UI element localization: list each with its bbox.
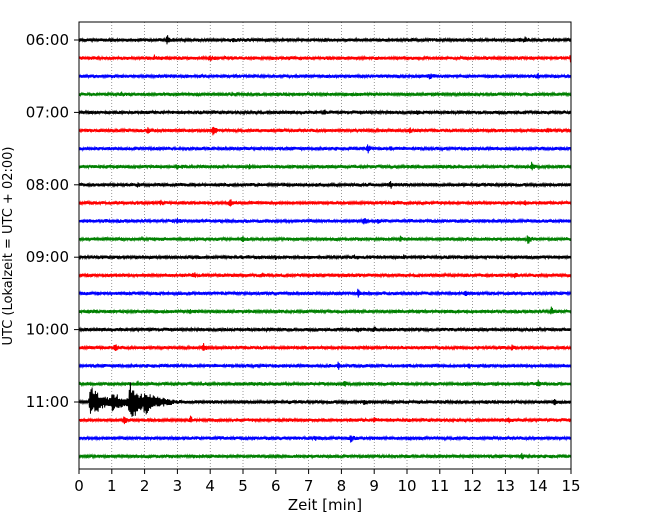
y-tick-label: 06:00 [26,31,69,49]
trace-row [78,199,572,207]
trace-row [78,253,572,261]
x-tick-label: 10 [397,477,416,495]
trace-row [78,35,572,45]
trace-row [78,306,572,315]
x-axis-label: Zeit [min] [288,496,362,514]
seismic-traces [78,35,572,460]
trace-row [78,72,572,80]
y-axis-label: UTC (Lokalzeit = UTC + 02:00) [1,147,16,346]
x-tick-label: 3 [173,477,183,495]
trace-row [78,326,572,334]
x-tick-label: 2 [140,477,150,495]
trace-row [78,54,572,63]
trace-row [78,109,572,116]
y-tick-label: 09:00 [26,248,69,266]
trace-row [78,126,572,136]
x-tick-label: 8 [337,477,347,495]
x-tick-label: 7 [304,477,314,495]
x-tick-label: 14 [529,477,548,495]
y-tick-label: 08:00 [26,176,69,194]
y-tick-label: 11:00 [26,393,69,411]
x-tick-label: 13 [496,477,515,495]
trace-row [78,180,572,189]
trace-row [78,144,572,154]
x-tick-label: 12 [463,477,482,495]
trace-row [78,434,572,443]
x-tick-label: 6 [271,477,281,495]
trace-row [78,91,572,98]
trace-row [78,382,572,417]
trace-row [78,415,572,425]
y-tick-label: 07:00 [26,103,69,121]
trace-row [78,379,572,388]
x-tick-label: 0 [74,477,84,495]
trace-row [78,342,572,352]
y-axis-ticks: 06:00 07:00 08:00 09:00 10:00 11:00 [26,31,79,411]
x-tick-label: 5 [238,477,248,495]
x-tick-label: 1 [107,477,117,495]
x-tick-label: 4 [205,477,215,495]
plot-border [78,21,572,470]
trace-row [78,288,572,298]
trace-row [78,361,572,370]
trace-row [78,235,572,244]
x-tick-label: 15 [561,477,580,495]
trace-row [78,271,572,279]
x-tick-label: 9 [369,477,379,495]
y-tick-label: 10:00 [26,321,69,339]
trace-row [78,217,572,225]
trace-row [78,161,572,171]
trace-row [78,452,572,460]
x-tick-label: 11 [430,477,449,495]
x-axis-ticks: 0 1 2 3 4 5 6 7 8 9 10 11 12 13 14 15 [74,469,581,495]
